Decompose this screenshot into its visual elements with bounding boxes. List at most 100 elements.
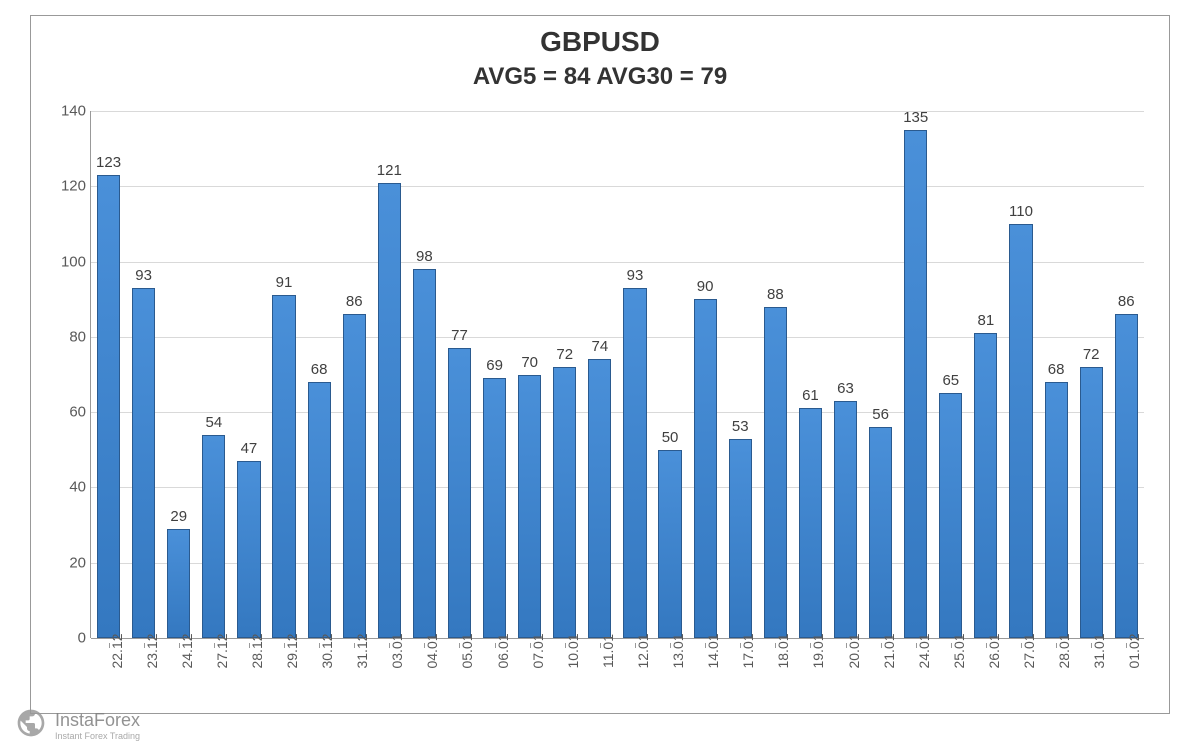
x-slot: 06.01 bbox=[477, 643, 512, 713]
bar: 53 bbox=[729, 439, 752, 639]
bar: 68 bbox=[308, 382, 331, 638]
bar-slot: 68 bbox=[1039, 111, 1074, 638]
bar-value-label: 81 bbox=[978, 312, 995, 329]
y-tick-label: 40 bbox=[41, 479, 86, 496]
x-slot: 28.12 bbox=[231, 643, 266, 713]
x-tick-label: 13.01 bbox=[670, 633, 686, 668]
watermark-brand: InstaForex bbox=[55, 710, 140, 731]
bar: 65 bbox=[939, 393, 962, 638]
x-tick-label: 31.01 bbox=[1091, 633, 1107, 668]
bar-value-label: 93 bbox=[627, 267, 644, 284]
watermark-tagline: Instant Forex Trading bbox=[55, 731, 140, 741]
bar-value-label: 93 bbox=[135, 267, 152, 284]
bar-value-label: 123 bbox=[96, 154, 121, 171]
y-tick-label: 80 bbox=[41, 328, 86, 345]
bar-slot: 69 bbox=[477, 111, 512, 638]
x-tick-label: 04.01 bbox=[424, 633, 440, 668]
x-slot: 04.01 bbox=[407, 643, 442, 713]
x-tick-label: 21.01 bbox=[881, 633, 897, 668]
x-slot: 17.01 bbox=[723, 643, 758, 713]
bar-slot: 74 bbox=[582, 111, 617, 638]
x-slot: 21.01 bbox=[863, 643, 898, 713]
bar-slot: 29 bbox=[161, 111, 196, 638]
bar: 50 bbox=[658, 450, 681, 638]
x-tick-label: 20.01 bbox=[846, 633, 862, 668]
bar-slot: 68 bbox=[302, 111, 337, 638]
bar: 121 bbox=[378, 183, 401, 638]
bar: 110 bbox=[1009, 224, 1032, 638]
x-tick-label: 29.12 bbox=[284, 633, 300, 668]
bar-slot: 72 bbox=[547, 111, 582, 638]
bar: 68 bbox=[1045, 382, 1068, 638]
bar-slot: 91 bbox=[266, 111, 301, 638]
x-slot: 05.01 bbox=[442, 643, 477, 713]
x-tick-label: 14.01 bbox=[705, 633, 721, 668]
bar: 72 bbox=[553, 367, 576, 638]
bar-value-label: 72 bbox=[1083, 346, 1100, 363]
x-tick-label: 19.01 bbox=[810, 633, 826, 668]
bar-slot: 53 bbox=[723, 111, 758, 638]
watermark-text: InstaForex Instant Forex Trading bbox=[55, 710, 140, 741]
bar-slot: 54 bbox=[196, 111, 231, 638]
bar: 69 bbox=[483, 378, 506, 638]
x-tick-label: 22.12 bbox=[109, 633, 125, 668]
x-slot: 26.01 bbox=[968, 643, 1003, 713]
watermark: InstaForex Instant Forex Trading bbox=[15, 707, 140, 744]
bar: 54 bbox=[202, 435, 225, 638]
x-slot: 01.02 bbox=[1109, 643, 1144, 713]
bar: 74 bbox=[588, 359, 611, 638]
bar: 90 bbox=[694, 299, 717, 638]
x-slot: 12.01 bbox=[617, 643, 652, 713]
bar: 93 bbox=[132, 288, 155, 638]
y-tick-label: 120 bbox=[41, 178, 86, 195]
y-tick-label: 0 bbox=[41, 630, 86, 647]
bar-value-label: 110 bbox=[1009, 203, 1033, 220]
bar: 61 bbox=[799, 408, 822, 638]
bar-slot: 121 bbox=[372, 111, 407, 638]
y-tick-label: 100 bbox=[41, 253, 86, 270]
bar-slot: 88 bbox=[758, 111, 793, 638]
x-tick-label: 23.12 bbox=[144, 633, 160, 668]
bar: 123 bbox=[97, 175, 120, 638]
bar: 47 bbox=[237, 461, 260, 638]
bar: 135 bbox=[904, 130, 927, 638]
bar-slot: 65 bbox=[933, 111, 968, 638]
bar-value-label: 63 bbox=[837, 380, 854, 397]
bar: 56 bbox=[869, 427, 892, 638]
bar-value-label: 72 bbox=[556, 346, 573, 363]
bar-value-label: 68 bbox=[311, 361, 328, 378]
bar-value-label: 88 bbox=[767, 286, 784, 303]
x-slot: 19.01 bbox=[793, 643, 828, 713]
bar: 93 bbox=[623, 288, 646, 638]
x-tick-label: 30.12 bbox=[319, 633, 335, 668]
x-slot: 20.01 bbox=[828, 643, 863, 713]
x-tick-label: 24.12 bbox=[179, 633, 195, 668]
bar-value-label: 86 bbox=[1118, 293, 1135, 310]
y-tick-label: 20 bbox=[41, 554, 86, 571]
bar-slot: 56 bbox=[863, 111, 898, 638]
x-tick-label: 24.01 bbox=[916, 633, 932, 668]
x-slot: 28.01 bbox=[1039, 643, 1074, 713]
bar-slot: 90 bbox=[688, 111, 723, 638]
x-tick-label: 27.12 bbox=[214, 633, 230, 668]
bar-slot: 47 bbox=[231, 111, 266, 638]
y-axis: 020406080100120140 bbox=[41, 111, 86, 638]
bar-slot: 93 bbox=[126, 111, 161, 638]
x-slot: 25.01 bbox=[933, 643, 968, 713]
bar-value-label: 74 bbox=[592, 338, 609, 355]
x-slot: 07.01 bbox=[512, 643, 547, 713]
x-axis: 22.1223.1224.1227.1228.1229.1230.1231.12… bbox=[91, 643, 1144, 713]
x-tick-label: 25.01 bbox=[951, 633, 967, 668]
x-slot: 30.12 bbox=[302, 643, 337, 713]
bar-value-label: 50 bbox=[662, 429, 679, 446]
plot-area: 020406080100120140 123932954479168861219… bbox=[91, 111, 1144, 638]
watermark-globe-icon bbox=[15, 707, 47, 744]
bar-slot: 61 bbox=[793, 111, 828, 638]
bar: 81 bbox=[974, 333, 997, 638]
x-tick-label: 03.01 bbox=[389, 633, 405, 668]
x-tick-label: 11.01 bbox=[600, 634, 616, 668]
y-tick-label: 60 bbox=[41, 404, 86, 421]
bar: 72 bbox=[1080, 367, 1103, 638]
bar-slot: 93 bbox=[617, 111, 652, 638]
bar: 86 bbox=[343, 314, 366, 638]
